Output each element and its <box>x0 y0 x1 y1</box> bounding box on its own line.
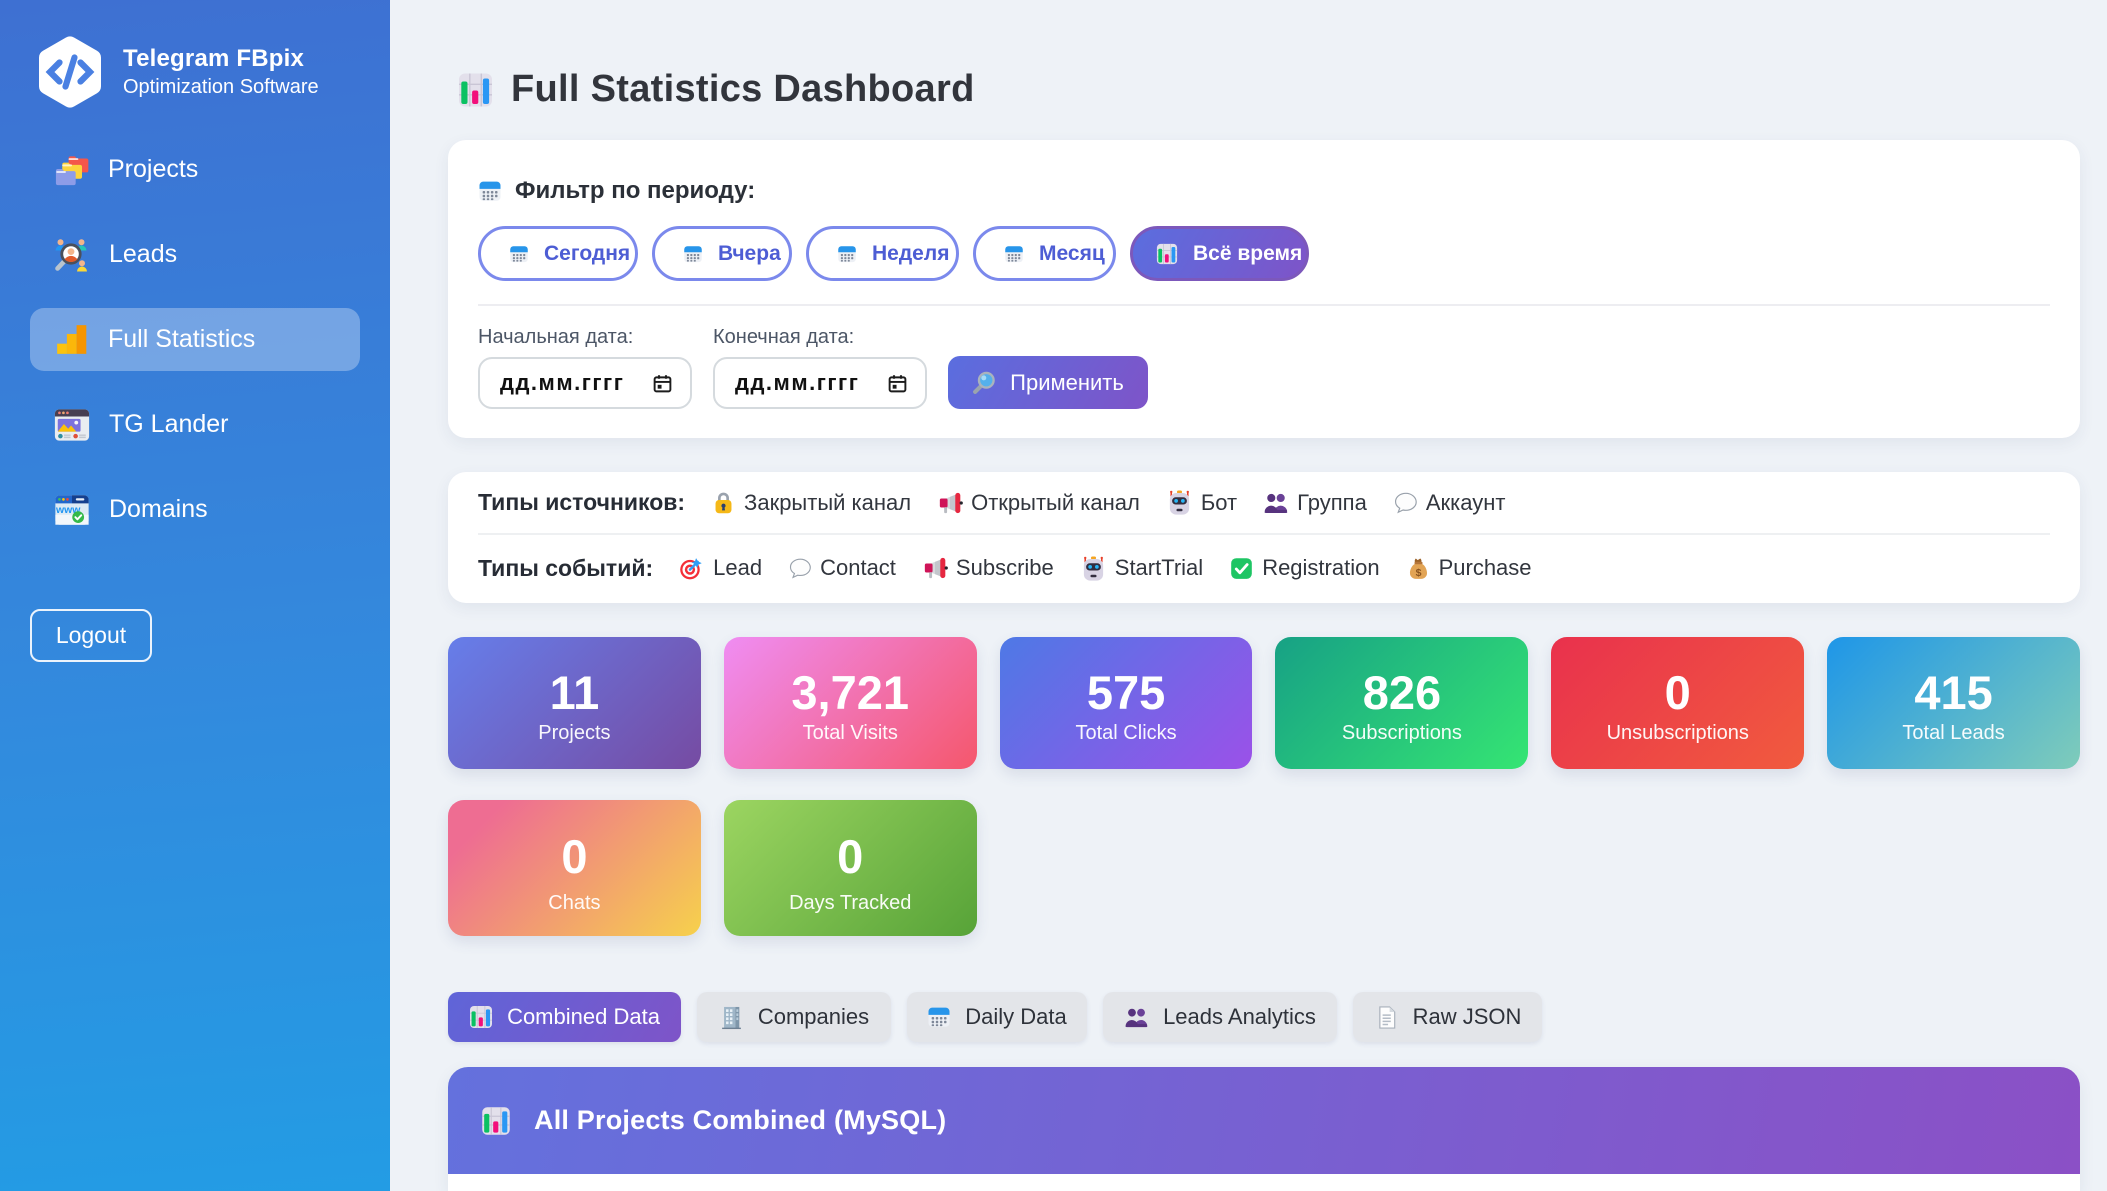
svg-text:$: $ <box>1415 567 1421 579</box>
svg-text:www: www <box>55 504 81 515</box>
